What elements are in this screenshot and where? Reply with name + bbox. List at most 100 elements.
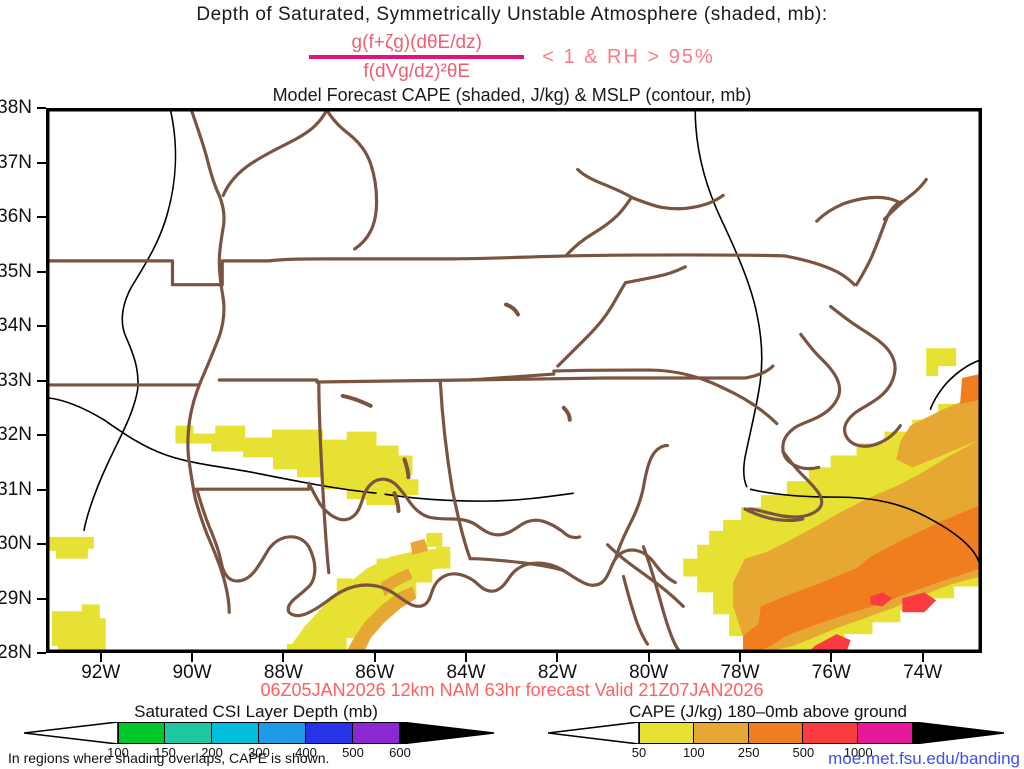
mslp-contour-atlantic xyxy=(749,488,980,569)
lon-tick xyxy=(830,653,833,662)
lon-label: 78W xyxy=(720,662,760,683)
colorbar-tick-label: 250 xyxy=(737,745,760,760)
border-ky-north xyxy=(325,110,379,251)
source-link[interactable]: moe.met.fsu.edu/banding xyxy=(828,749,1020,768)
colorbar-tick-label: 600 xyxy=(389,745,411,760)
cape-region-atlantic-500b xyxy=(902,592,937,613)
formula-denominator: f(dVg/dz)²θE xyxy=(363,61,471,82)
forecast-valid-line: 06Z05JAN2026 12km NAM 63hr forecast Vali… xyxy=(260,680,764,700)
lat-label: 34N xyxy=(0,315,32,336)
cape-region-gulf-band-100 xyxy=(346,586,417,651)
colorbar-high-extend xyxy=(912,722,1004,744)
colorbar-cape-swatches[interactable] xyxy=(548,722,1004,744)
lon-tick xyxy=(465,653,468,662)
cape-region-nw-gulf-50 xyxy=(48,536,94,559)
cape-region-gulf-band-100c xyxy=(410,538,429,555)
border-ky-va xyxy=(576,167,634,199)
coast-nc-se xyxy=(743,507,805,523)
colorbar-csi-depth[interactable]: 100 150 200 300 400 500 600 xyxy=(24,722,494,766)
colorbar-tick-label: 300 xyxy=(248,745,270,760)
lat-label: 35N xyxy=(0,260,32,282)
island-gulf-1 xyxy=(340,393,373,408)
formula-numerator: g(f+ζg)(dθE/dz) xyxy=(351,31,482,53)
lon-label: 84W xyxy=(446,662,486,683)
coast-delmarva xyxy=(882,177,928,221)
island-gulf-2 xyxy=(402,457,411,480)
page-title: Depth of Saturated, Symmetrically Unstab… xyxy=(196,4,828,25)
lon-label: 82W xyxy=(537,662,577,683)
coast-nc-outer-banks xyxy=(829,304,902,448)
legend-title-cape: CAPE (J/kg) 180–0mb above ground xyxy=(629,702,907,721)
colorbar-cape-ticks: 50 100 250 500 1000 xyxy=(548,744,1004,762)
lon-tick xyxy=(921,653,924,662)
lon-label: 74W xyxy=(903,662,943,683)
lat-label: 29N xyxy=(0,587,32,609)
colorbar-tick-label: 500 xyxy=(342,745,364,760)
lat-tick xyxy=(37,161,46,164)
formula-condition: < 1 & RH > 95% xyxy=(542,45,715,68)
lat-label: 30N xyxy=(0,533,32,554)
cape-region-atlantic-500a xyxy=(870,592,893,607)
cape-region-gulf-band-small3-50 xyxy=(426,532,443,547)
colorbar-segment[interactable] xyxy=(639,722,694,744)
colorbar-segment[interactable] xyxy=(259,722,306,744)
colorbar-segment[interactable] xyxy=(118,722,165,744)
colorbar-tick-label: 50 xyxy=(631,745,647,760)
lon-label: 90W xyxy=(172,662,212,683)
coast-nc-south xyxy=(747,449,824,519)
lat-label: 28N xyxy=(0,642,32,663)
colorbar-segment[interactable] xyxy=(803,722,859,744)
coast-florida-peninsula xyxy=(641,545,682,651)
lon-label: 88W xyxy=(263,662,303,683)
colorbar-segment[interactable] xyxy=(858,722,913,744)
colorbar-tick-label: 100 xyxy=(107,745,129,760)
coast-virginia xyxy=(854,199,904,287)
cape-region-atlantic-100-blobB xyxy=(846,518,889,541)
colorbar-low-extend xyxy=(24,722,118,744)
overlap-note: In regions where shading overlaps, CAPE … xyxy=(8,750,330,766)
formula-fraction: g(f+ζg)(dθE/dz) f(dVg/dz)²θE xyxy=(309,31,525,83)
lon-tick xyxy=(99,653,102,662)
island-gulf-3 xyxy=(392,491,401,514)
lat-tick xyxy=(37,107,46,109)
page-subtitle: Model Forecast CAPE (shaded, J/kg) & MSL… xyxy=(272,85,752,105)
colorbar-segment[interactable] xyxy=(693,722,749,744)
coast-florida-panhandle xyxy=(568,548,677,587)
colorbar-segment[interactable] xyxy=(165,722,212,744)
lon-label: 80W xyxy=(629,662,669,683)
lat-tick xyxy=(37,543,46,545)
lat-tick xyxy=(37,270,46,273)
lat-tick xyxy=(37,325,46,327)
criterion-formula: g(f+ζg)(dθE/dz) f(dVg/dz)²θE < 1 & RH > … xyxy=(0,28,1024,86)
colorbar-segment[interactable] xyxy=(353,722,400,744)
colorbar-tick-label: 1000 xyxy=(843,745,873,760)
colorbar-tick-label: 100 xyxy=(682,745,705,760)
colorbar-segment[interactable] xyxy=(748,722,804,744)
lon-tick xyxy=(373,653,376,662)
border-nc-tn2 xyxy=(623,265,687,285)
colorbar-csi-swatches[interactable] xyxy=(24,722,494,744)
mslp-contour-west xyxy=(83,110,177,532)
lon-tick xyxy=(739,653,741,662)
river-mississippi xyxy=(186,110,231,614)
colorbar-segment[interactable] xyxy=(306,722,353,744)
colorbar-cape[interactable]: 50 100 250 500 1000 xyxy=(548,722,1004,766)
lon-tick xyxy=(647,653,650,662)
colorbar-tick-label: 200 xyxy=(201,745,223,760)
border-tn-south xyxy=(217,364,775,384)
cape-region-ms-al-band2-50 xyxy=(322,453,409,500)
colorbar-tick-label: 400 xyxy=(295,745,317,760)
coast-gulf-east xyxy=(307,477,582,540)
island-sc-1 xyxy=(561,405,572,422)
border-al-ga xyxy=(438,380,472,561)
cape-region-al-lower-50 xyxy=(364,479,419,506)
mslp-contour-southeast xyxy=(384,492,574,502)
lon-tick xyxy=(191,653,194,662)
map-plot-area[interactable] xyxy=(46,108,982,653)
mslp-contour-se-corner xyxy=(929,359,980,411)
lat-tick xyxy=(37,216,46,218)
border-nc-tn xyxy=(556,281,628,368)
colorbar-segment[interactable] xyxy=(212,722,259,744)
cape-shading-layer xyxy=(48,348,980,651)
border-ga-fl xyxy=(468,557,566,573)
